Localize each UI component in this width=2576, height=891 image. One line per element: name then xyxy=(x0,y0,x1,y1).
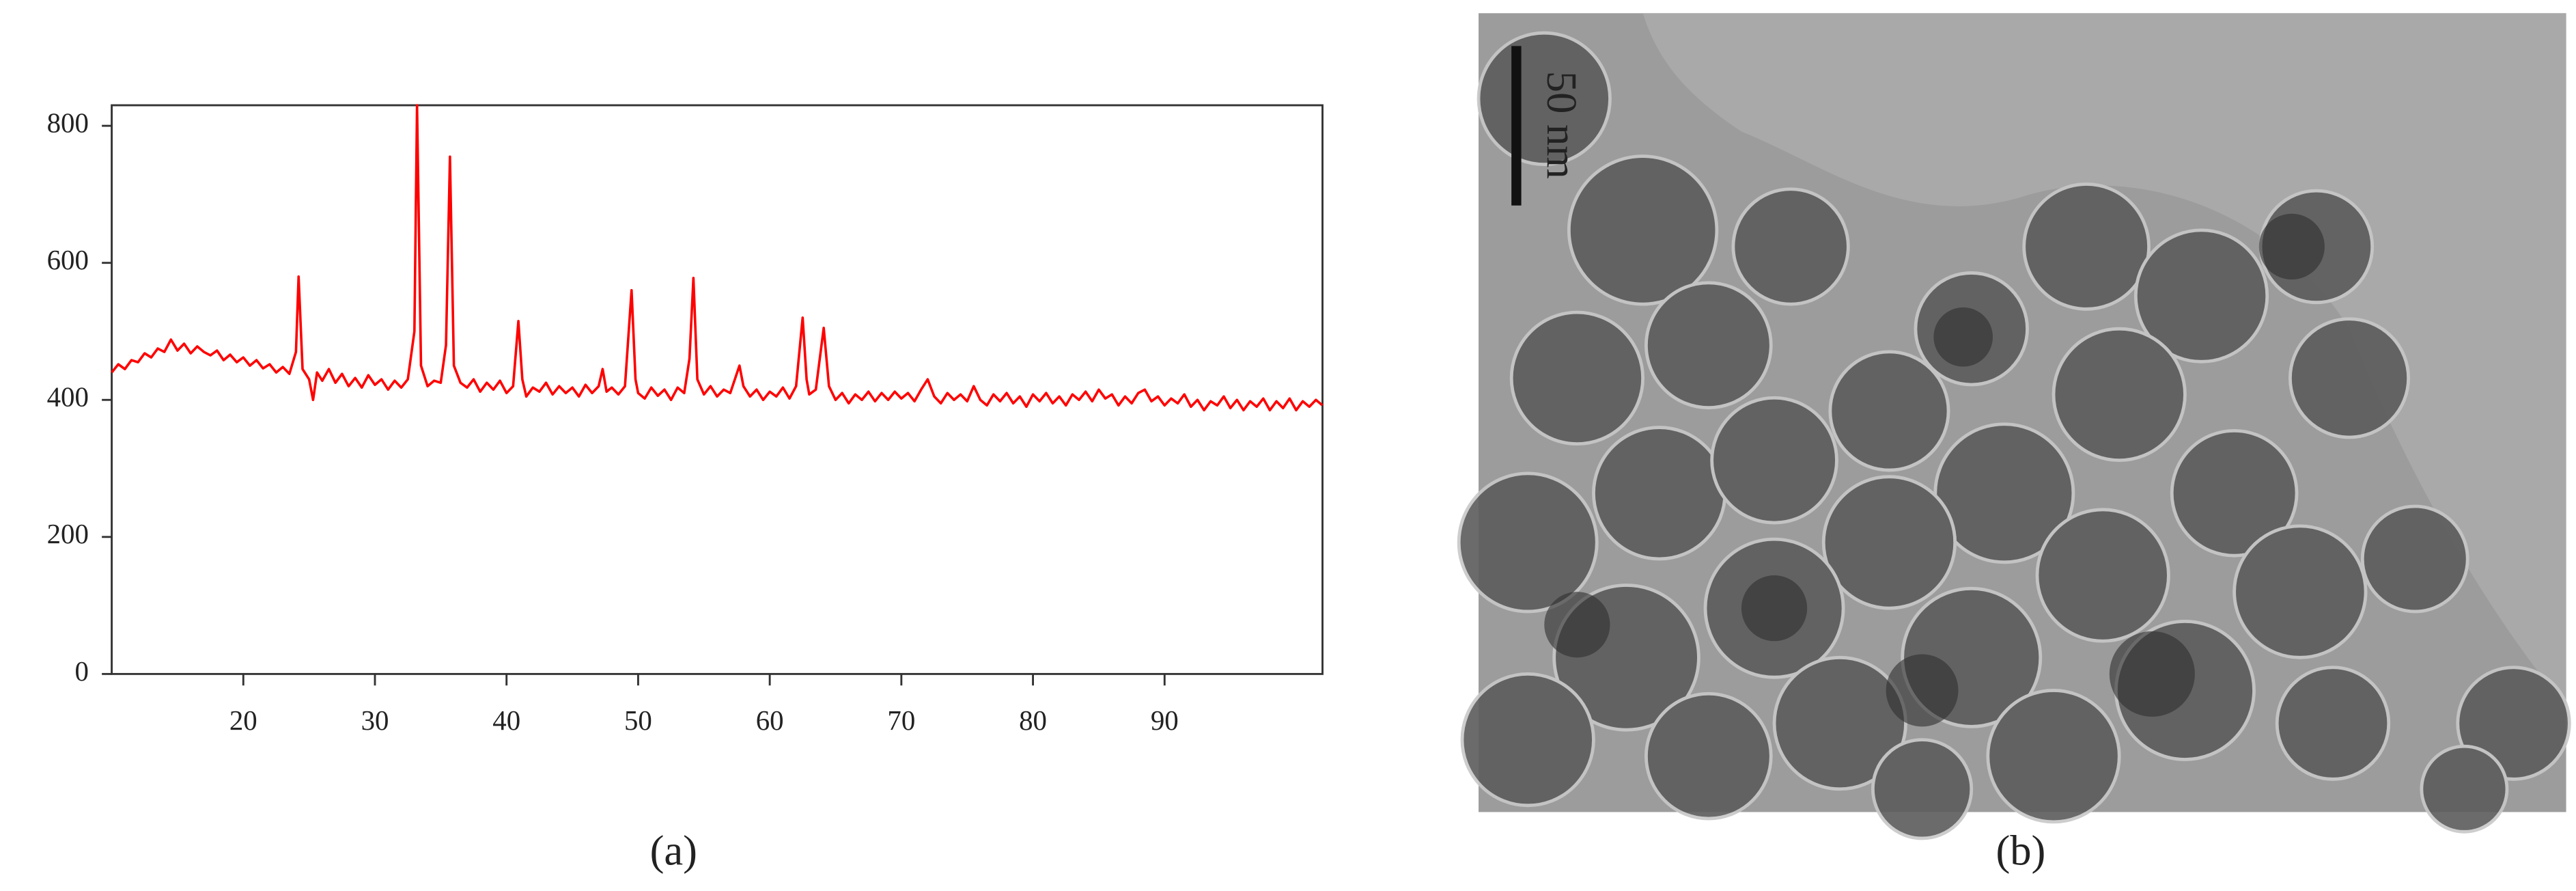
y-tick-label: 400 xyxy=(47,382,89,413)
x-tick-label: 80 xyxy=(1019,705,1047,736)
caption-a: (a) xyxy=(650,826,697,874)
tem-empty-region xyxy=(1642,13,2566,707)
xrd-line xyxy=(111,104,1324,412)
y-tick-label: 200 xyxy=(47,519,89,549)
particles xyxy=(1457,31,2571,840)
scale-bar-label: 50 nm xyxy=(1538,71,1586,179)
x-tick-label: 70 xyxy=(887,705,915,736)
dark-particles xyxy=(1544,213,2325,727)
y-tick-label: 600 xyxy=(47,245,89,275)
plot-frame xyxy=(111,104,1324,675)
caption-b: (b) xyxy=(1996,826,2045,874)
tem-image: 50 nm xyxy=(1457,13,2571,840)
x-tick-label: 20 xyxy=(229,705,257,736)
x-tick-label: 40 xyxy=(492,705,520,736)
x-tick-label: 50 xyxy=(624,705,652,736)
y-tick-label: 800 xyxy=(47,108,89,139)
x-tick-label: 60 xyxy=(756,705,784,736)
x-tick-label: 30 xyxy=(361,705,389,736)
x-tick-label: 90 xyxy=(1151,705,1179,736)
y-tick-label: 0 xyxy=(74,656,88,687)
